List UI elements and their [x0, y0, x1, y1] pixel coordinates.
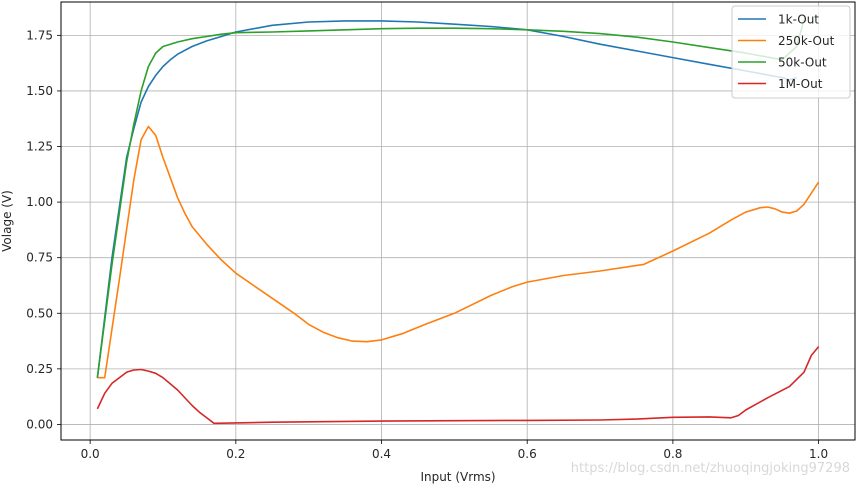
y-tick-label: 0.25	[26, 362, 53, 376]
y-tick-label: 0.50	[26, 306, 53, 320]
y-tick-label: 0.00	[26, 417, 53, 431]
x-axis-label: Input (Vrms)	[420, 470, 495, 484]
legend: 1k-Out 250k-Out 50k-Out 1M-Out	[731, 5, 851, 99]
series-line-50k-out	[96, 19, 805, 378]
series-line-1k-out	[96, 20, 797, 378]
x-axis-ticks: 0.0 0.2 0.4 0.6 0.8 1.0	[81, 440, 828, 461]
x-tick-label: 0.0	[81, 447, 100, 461]
x-tick-label: 0.2	[226, 447, 245, 461]
watermark-text: https://blog.csdn.net/zhuoqingjoking9729…	[571, 461, 850, 476]
y-tick-label: 1.25	[26, 140, 53, 154]
y-tick-label: 1.50	[26, 84, 53, 98]
x-tick-label: 0.8	[663, 447, 682, 461]
y-tick-label: 1.75	[26, 28, 53, 42]
legend-box	[731, 5, 851, 99]
y-axis-label: Volage (V)	[0, 190, 14, 252]
x-tick-label: 0.6	[518, 447, 537, 461]
legend-label: 50k-Out	[778, 56, 827, 70]
y-axis-ticks: 0.00 0.25 0.50 0.75 1.00 1.25 1.50 1.75	[26, 28, 61, 431]
plot-frame	[60, 1, 856, 441]
legend-label: 250k-Out	[778, 34, 835, 48]
y-tick-label: 1.00	[26, 195, 53, 209]
series-lines	[96, 19, 820, 425]
legend-label: 1k-Out	[778, 13, 819, 27]
x-tick-label: 1.0	[809, 447, 828, 461]
legend-label: 1M-Out	[778, 77, 823, 91]
y-tick-label: 0.75	[26, 251, 53, 265]
x-tick-label: 0.4	[372, 447, 391, 461]
series-line-250k-out	[97, 125, 820, 379]
series-line-1m-out	[96, 346, 820, 425]
